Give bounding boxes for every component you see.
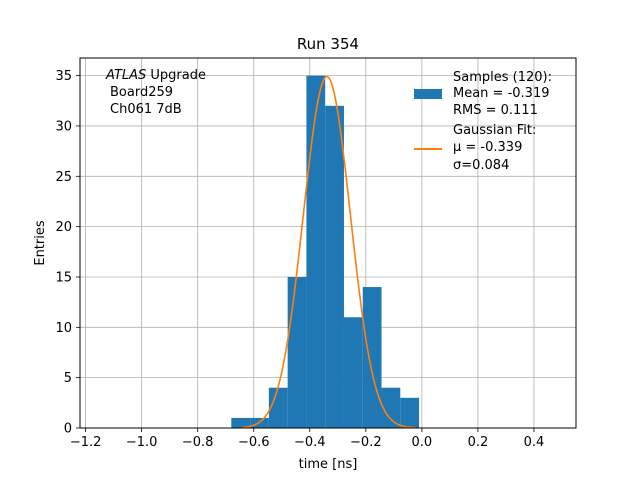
x-tick-label: 0.4 — [524, 435, 545, 450]
atlas-annotation: ATLAS Upgrade Board259 Ch061 7dB — [105, 68, 206, 117]
y-tick-label: 20 — [55, 220, 72, 235]
y-tick-label: 10 — [55, 321, 72, 336]
x-tick-label: 0.0 — [412, 435, 433, 450]
histogram-bar — [287, 276, 307, 428]
annotation-upgrade: Upgrade — [146, 68, 206, 83]
x-axis-ticks: −1.2 −1.0 −0.8 −0.6 −0.4 −0.2 0.0 0.2 0.4 — [70, 428, 544, 450]
x-tick-label: −1.2 — [70, 435, 102, 450]
histogram-bar — [362, 287, 382, 428]
legend-fit-sigma: σ=0.084 — [453, 158, 509, 173]
histogram-bar — [231, 417, 251, 428]
y-tick-label: 15 — [55, 270, 72, 285]
gaussian-fit — [242, 75, 417, 429]
histogram-bar — [343, 317, 363, 428]
histogram-bar — [400, 397, 420, 428]
y-tick-label: 25 — [55, 170, 72, 185]
legend-samples-title: Samples (120): — [453, 70, 552, 85]
legend-samples-rms: RMS = 0.111 — [453, 103, 538, 118]
histogram-bar — [325, 105, 344, 429]
x-tick-label: −0.8 — [182, 435, 214, 450]
x-tick-label: −0.4 — [294, 435, 326, 450]
chart-title: Run 354 — [297, 35, 359, 53]
legend: Samples (120): Mean = -0.319 RMS = 0.111… — [414, 70, 552, 173]
histogram-bar — [268, 387, 288, 428]
histogram-bar — [306, 75, 326, 428]
y-axis-ticks: 0 5 10 15 20 25 30 35 — [55, 69, 80, 437]
x-axis-label: time [ns] — [299, 457, 358, 472]
legend-fit-title: Gaussian Fit: — [453, 123, 536, 138]
legend-samples-swatch — [414, 89, 442, 99]
annotation-atlas: ATLAS — [105, 68, 146, 83]
gaussian-fit-curve — [242, 75, 417, 429]
y-tick-label: 30 — [55, 119, 72, 134]
x-tick-label: −0.6 — [238, 435, 270, 450]
plot-frame — [79, 57, 577, 429]
y-tick-label: 5 — [64, 371, 72, 386]
y-tick-label: 0 — [64, 422, 72, 437]
x-tick-label: 0.2 — [468, 435, 489, 450]
legend-fit-mu: μ = -0.339 — [453, 140, 522, 155]
annotation-line-1: ATLAS Upgrade — [105, 68, 206, 83]
y-axis-label: Entries — [33, 220, 48, 266]
histogram-bar — [381, 387, 401, 428]
x-tick-label: −1.0 — [126, 435, 158, 450]
annotation-channel: Ch061 7dB — [110, 102, 182, 117]
y-tick-label: 35 — [55, 69, 72, 84]
annotation-board: Board259 — [110, 85, 173, 100]
x-tick-label: −0.2 — [350, 435, 382, 450]
legend-samples-mean: Mean = -0.319 — [453, 86, 549, 101]
